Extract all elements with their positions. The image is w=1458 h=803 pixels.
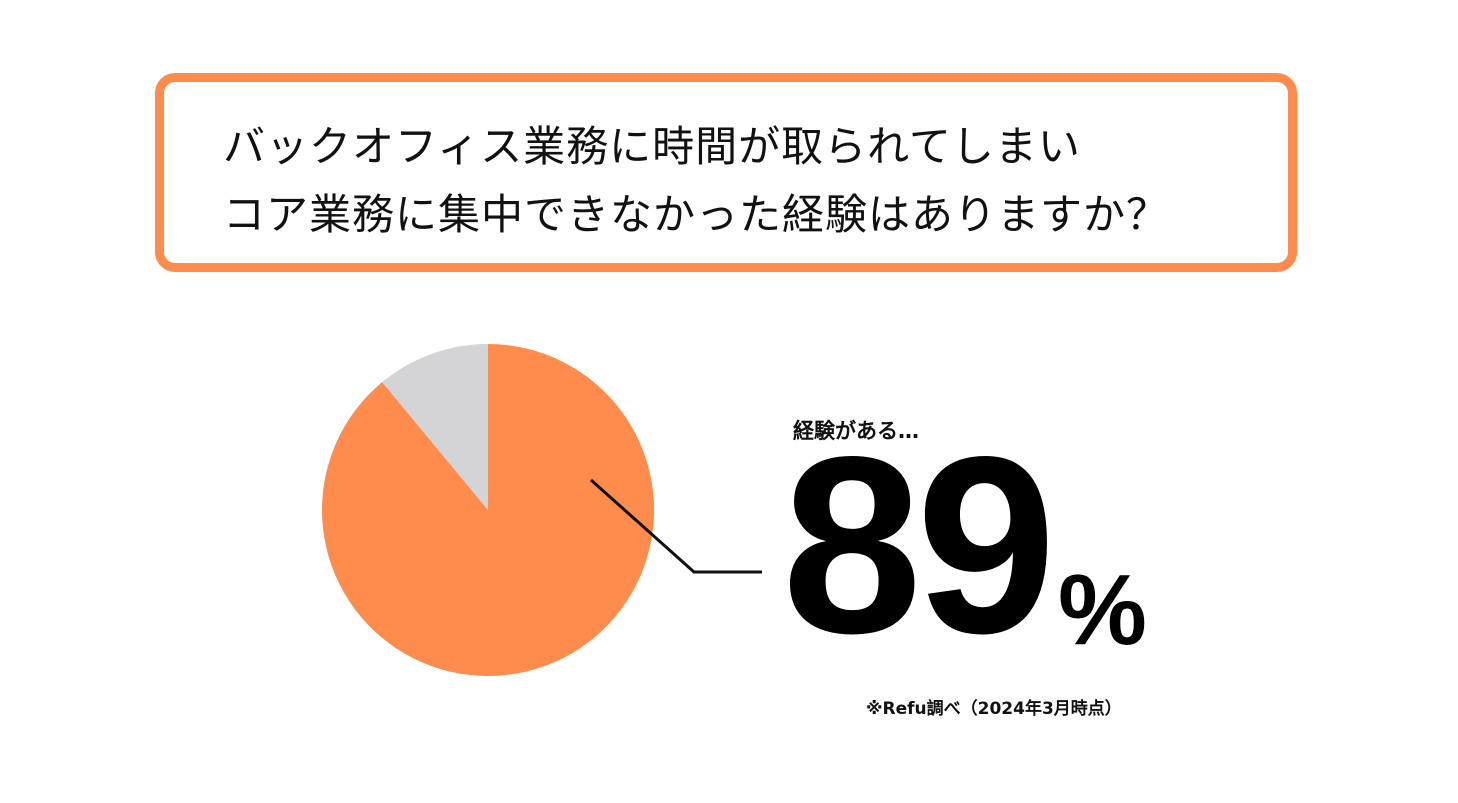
callout-leader-line [590, 478, 762, 574]
question-line-2: コア業務に集中できなかった経験はありますか？ [223, 190, 1170, 239]
percentage-unit: % [1058, 554, 1147, 666]
pie-slice-0 [321, 344, 654, 677]
question-line-1: バックオフィス業務に時間が取られてしまい [223, 122, 1081, 171]
pie-slices [321, 344, 654, 677]
callout-label: 経験がある… [793, 419, 919, 443]
percentage-value: 89 [782, 405, 1056, 686]
pie-slice-1 [382, 344, 488, 510]
question-box: バックオフィス業務に時間が取られてしまい コア業務に集中できなかった経験はありま… [155, 73, 1297, 272]
source-note: ※Refu調べ（2024年3月時点） [866, 699, 1122, 719]
